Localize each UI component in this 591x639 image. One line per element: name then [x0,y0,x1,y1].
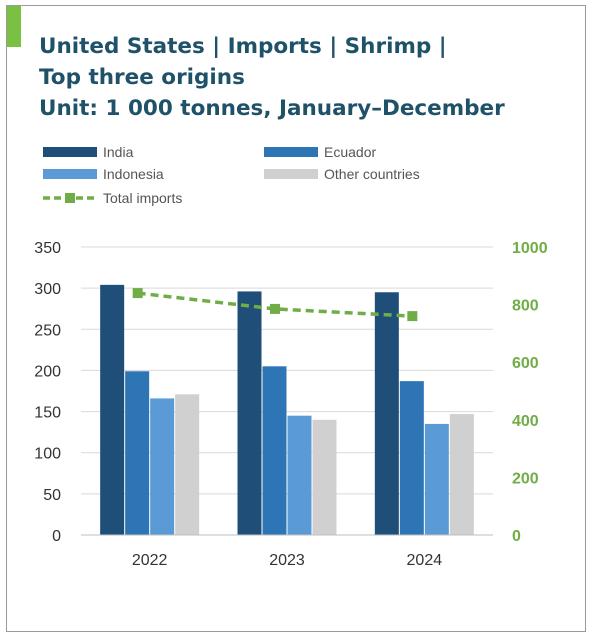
title-line-2: Top three origins [39,65,245,90]
y-right-tick-label: 200 [512,470,539,487]
y-left-tick-label: 0 [52,528,61,545]
legend-swatch-india [43,147,97,157]
y-right-tick-label: 600 [512,355,539,372]
legend-swatch-ecuador [264,147,318,157]
chart-card: United States | Imports | Shrimp | Top t… [6,5,586,632]
legend-label-ecuador: Ecuador [324,144,377,160]
bar-indonesia [424,423,449,535]
y-right-tick-label: 800 [512,298,539,315]
y-right-tick-label: 0 [512,528,521,545]
y-left-tick-label: 200 [34,363,61,380]
total-imports-marker [270,303,280,314]
bar-other-countries [175,394,200,535]
y-left-tick-label: 100 [34,446,61,463]
y-left-tick-label: 50 [43,487,61,504]
bar-ecuador [399,381,424,535]
x-tick-label: 2022 [132,552,168,569]
title-line-3: Unit: 1 000 tonnes, January–December [39,96,505,121]
y-right-tick-label: 400 [512,413,539,430]
chart-title: United States | Imports | Shrimp | Top t… [39,31,505,124]
legend-item-indonesia: Indonesia [43,166,164,182]
legend-label-other: Other countries [324,166,420,182]
bar-other-countries [449,414,474,535]
y-left-tick-label: 250 [34,322,61,339]
bar-india [100,284,125,535]
bar-ecuador [125,371,150,535]
legend-swatch-other [264,169,318,179]
legend: India Ecuador Indonesia Other countries … [7,6,587,226]
legend-swatch-total [43,193,97,203]
bar-indonesia [287,415,312,535]
y-left-tick-label: 300 [34,281,61,298]
y-left-tick-label: 150 [34,405,61,422]
x-tick-label: 2024 [407,552,443,569]
legend-label-india: India [103,144,134,160]
legend-swatch-indonesia [43,169,97,179]
chart-plot: 0 50 100 150 200 250 300 350 0 200 400 600 800 1000 20… [34,240,548,569]
x-tick-label: 2023 [269,552,305,569]
y-left-tick-label: 350 [34,240,61,257]
legend-item-india: India [43,144,133,160]
bar-india [237,291,262,535]
bar-ecuador [262,366,287,535]
total-imports-marker [132,288,143,299]
title-line-1: United States | Imports | Shrimp | [39,34,447,59]
bar-other-countries [312,419,337,535]
accent-bar [7,6,21,47]
legend-label-indonesia: Indonesia [103,166,164,182]
total-imports-line [137,291,413,318]
legend-label-total: Total imports [103,190,183,206]
y-right-tick-label: 1000 [512,240,548,257]
bar-india [374,292,399,535]
legend-item-ecuador: Ecuador [264,144,376,160]
legend-item-total: Total imports [43,190,182,206]
bar-indonesia [150,398,175,535]
total-imports-marker [407,311,418,322]
legend-item-other: Other countries [264,166,420,182]
